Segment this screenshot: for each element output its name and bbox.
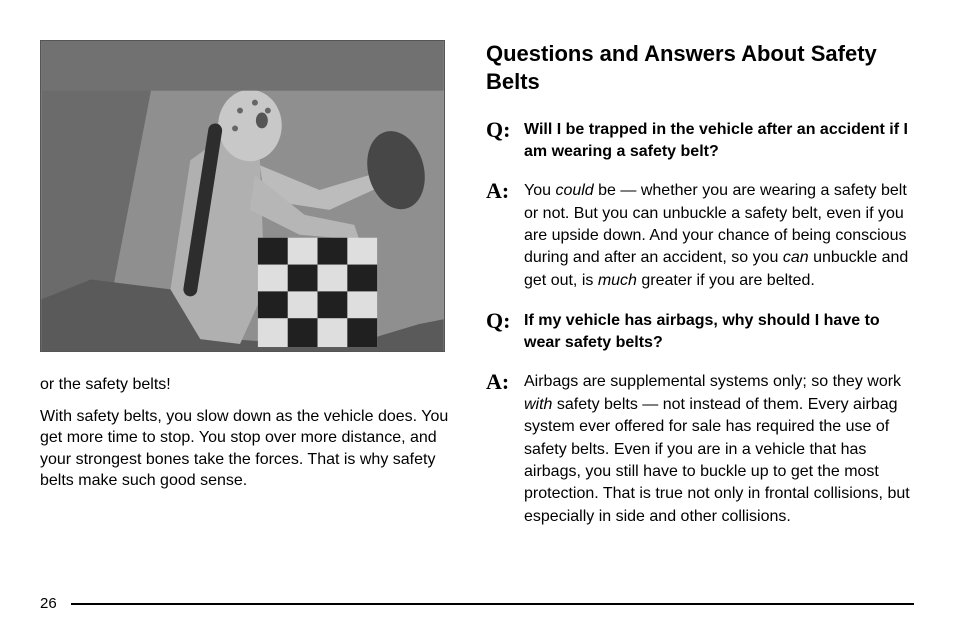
right-column: Questions and Answers About Safety Belts…	[486, 40, 914, 546]
question-text: Will I be trapped in the vehicle after a…	[524, 119, 914, 162]
a-marker: A:	[486, 180, 516, 202]
qa-item: A: You could be — whether you are wearin…	[486, 180, 914, 292]
page-footer: 26	[40, 595, 914, 612]
qa-item: A: Airbags are supplemental systems only…	[486, 371, 914, 528]
page-number: 26	[40, 595, 57, 612]
answer-text: Airbags are supplemental systems only; s…	[524, 371, 914, 528]
question-row: Q: If my vehicle has airbags, why should…	[486, 310, 914, 353]
question-text: If my vehicle has airbags, why should I …	[524, 310, 914, 353]
footer-rule	[71, 603, 914, 605]
image-caption: or the safety belts!	[40, 374, 450, 396]
answer-row: A: You could be — whether you are wearin…	[486, 180, 914, 292]
crash-dummy-illustration	[41, 41, 444, 351]
q-marker: Q:	[486, 119, 516, 141]
a-marker: A:	[486, 371, 516, 393]
left-body-text: With safety belts, you slow down as the …	[40, 406, 450, 492]
q-marker: Q:	[486, 310, 516, 332]
answer-row: A: Airbags are supplemental systems only…	[486, 371, 914, 528]
crash-test-image	[40, 40, 445, 352]
question-row: Q: Will I be trapped in the vehicle afte…	[486, 119, 914, 162]
qa-item: Q: Will I be trapped in the vehicle afte…	[486, 119, 914, 162]
left-column: or the safety belts! With safety belts, …	[40, 40, 450, 546]
page-content: or the safety belts! With safety belts, …	[0, 0, 954, 546]
qa-item: Q: If my vehicle has airbags, why should…	[486, 310, 914, 353]
answer-text: You could be — whether you are wearing a…	[524, 180, 914, 292]
section-heading: Questions and Answers About Safety Belts	[486, 40, 914, 95]
